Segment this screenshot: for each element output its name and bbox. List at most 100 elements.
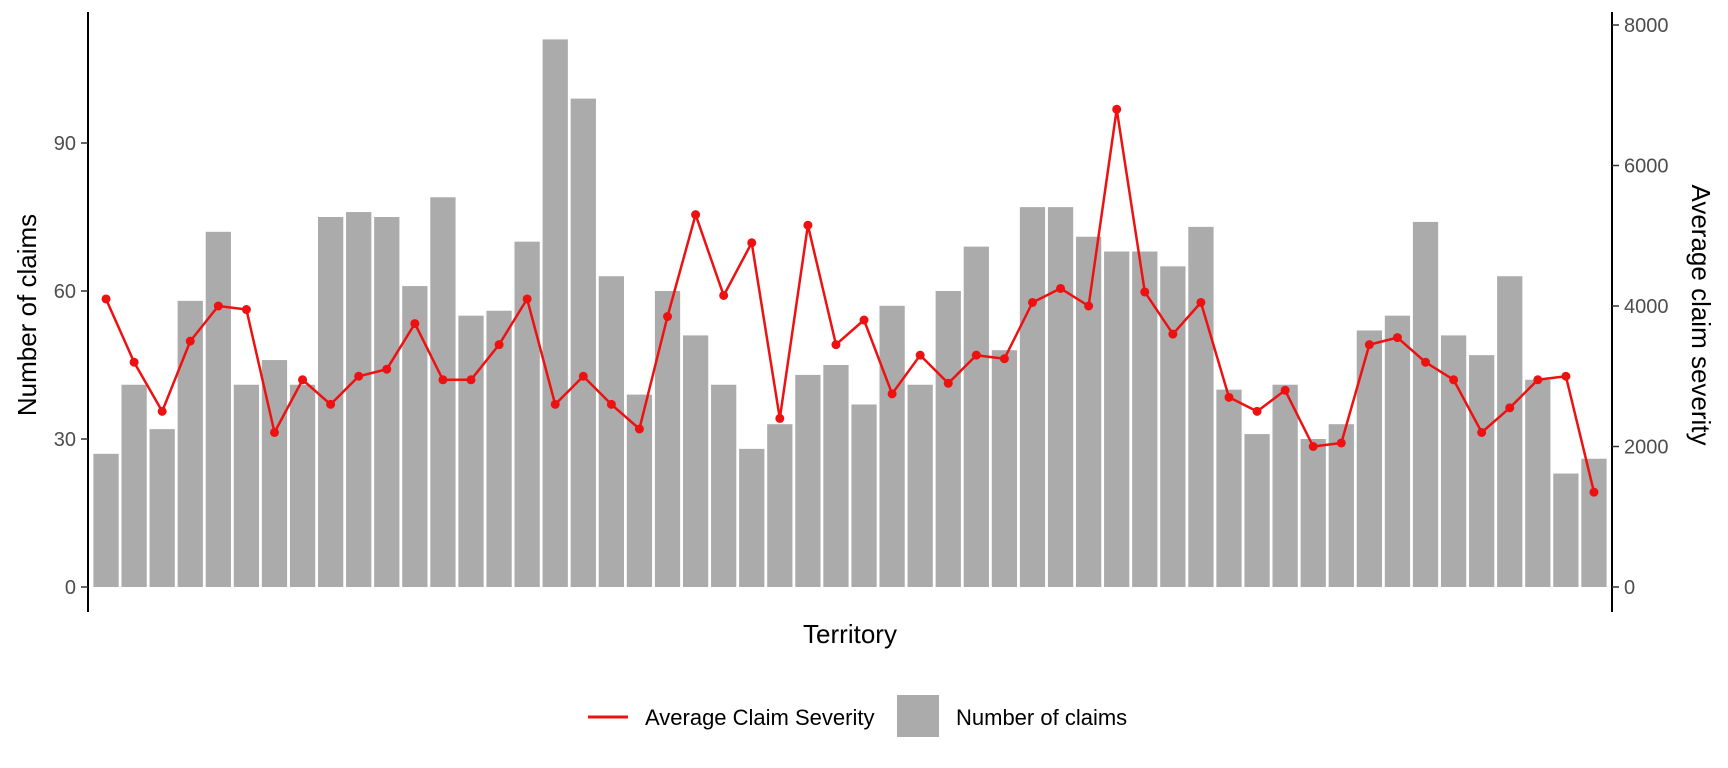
severity-point-4 [185, 336, 195, 346]
severity-point-47 [1392, 333, 1402, 343]
right-tick-label: 2000 [1624, 437, 1669, 459]
severity-point-27 [831, 340, 841, 350]
legend: Average Claim Severity Number of claims [588, 695, 1127, 737]
severity-point-18 [578, 371, 588, 381]
severity-point-29 [887, 389, 897, 399]
severity-point-52 [1533, 375, 1543, 385]
bar-38 [1132, 251, 1158, 588]
severity-point-13 [438, 375, 448, 385]
severity-point-14 [466, 375, 476, 385]
bar-41 [1216, 389, 1242, 587]
bar-4 [177, 300, 203, 587]
severity-point-15 [494, 340, 504, 350]
severity-point-39 [1168, 329, 1178, 339]
bar-34 [1019, 207, 1046, 587]
severity-line-path [104, 108, 1596, 493]
bar-33 [991, 350, 1018, 587]
severity-point-30 [915, 350, 925, 360]
severity-point-5 [213, 301, 223, 311]
severity-point-53 [1561, 371, 1571, 381]
right-tick-label: 0 [1624, 577, 1635, 599]
bar-45 [1328, 424, 1354, 587]
bar-6 [233, 384, 260, 587]
left-tick-label: 90 [54, 133, 76, 155]
x-axis-title: Territory [803, 619, 897, 649]
bar-52 [1525, 379, 1551, 587]
severity-point-6 [241, 305, 251, 315]
severity-point-19 [606, 399, 616, 409]
bar-27 [823, 365, 849, 587]
bar-43 [1272, 384, 1298, 587]
bar-47 [1384, 315, 1411, 587]
severity-point-35 [1056, 283, 1066, 293]
legend-severity-label: Average Claim Severity [645, 705, 874, 730]
bar-11 [374, 217, 400, 587]
bar-16 [514, 241, 540, 587]
severity-point-2 [129, 357, 139, 367]
severity-point-50 [1477, 427, 1487, 437]
bar-53 [1553, 473, 1579, 587]
severity-point-33 [999, 354, 1009, 364]
left-tick-label: 0 [65, 577, 76, 599]
bar-39 [1160, 266, 1186, 587]
bar-12 [402, 286, 428, 587]
severity-point-49 [1449, 375, 1459, 385]
claims-bars [93, 39, 1607, 588]
bar-1 [93, 453, 119, 587]
severity-point-21 [663, 312, 673, 322]
bar-37 [1104, 251, 1130, 588]
severity-point-23 [719, 290, 729, 300]
severity-point-31 [943, 378, 953, 388]
severity-point-25 [775, 413, 785, 423]
bar-13 [430, 197, 456, 587]
bar-54 [1581, 458, 1607, 587]
bar-42 [1244, 434, 1270, 587]
bar-35 [1047, 207, 1074, 587]
severity-point-3 [157, 406, 167, 416]
bar-24 [739, 448, 765, 587]
severity-point-20 [634, 424, 644, 434]
bar-23 [711, 384, 737, 587]
left-tick-label: 30 [54, 429, 76, 451]
severity-line-series [101, 104, 1599, 497]
right-tick-label: 4000 [1624, 296, 1669, 318]
severity-point-43 [1280, 385, 1290, 395]
bar-10 [346, 212, 372, 588]
bar-40 [1188, 226, 1214, 587]
right-tick-label: 6000 [1624, 156, 1669, 178]
bar-21 [654, 291, 681, 587]
bar-31 [935, 291, 961, 587]
severity-point-37 [1112, 104, 1122, 114]
bar-8 [289, 384, 316, 587]
bar-17 [542, 39, 568, 587]
severity-point-42 [1252, 406, 1262, 416]
severity-point-54 [1589, 487, 1599, 497]
severity-point-1 [101, 294, 111, 304]
severity-point-40 [1196, 297, 1206, 307]
bar-2 [121, 384, 147, 587]
bar-28 [851, 404, 877, 587]
severity-point-12 [410, 319, 420, 329]
severity-point-38 [1140, 287, 1150, 297]
bar-51 [1497, 276, 1523, 587]
severity-point-51 [1505, 403, 1515, 413]
legend-claims-label: Number of claims [956, 705, 1127, 730]
severity-point-22 [691, 210, 701, 220]
left-y-axis-title: Number of claims [12, 214, 42, 416]
bar-20 [626, 394, 653, 587]
bar-50 [1469, 355, 1495, 587]
severity-point-9 [326, 399, 336, 409]
severity-point-17 [550, 399, 560, 409]
bar-36 [1075, 236, 1102, 587]
bar-15 [486, 310, 512, 587]
severity-point-16 [522, 294, 532, 304]
right-y-axis-title: Average claim severity [1686, 184, 1716, 445]
bar-32 [963, 246, 989, 587]
bar-5 [205, 231, 231, 588]
left-tick-label: 60 [54, 281, 76, 303]
legend-claims-swatch [897, 695, 939, 737]
left-axis-ticks: 0 30 60 90 [54, 133, 88, 599]
bar-19 [598, 276, 625, 587]
bar-26 [795, 374, 821, 587]
